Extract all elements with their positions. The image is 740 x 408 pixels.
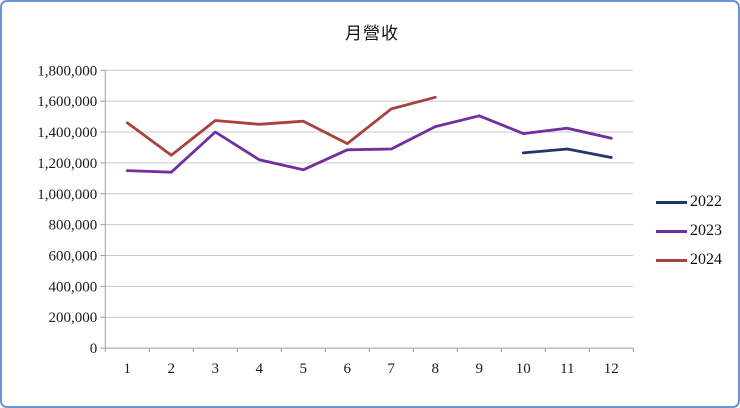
x-tick-label: 3: [212, 361, 220, 377]
y-tick-label: 400,000: [49, 279, 98, 295]
legend: 2022 2023 2024: [656, 192, 722, 279]
y-tick-label: 1,000,000: [37, 187, 97, 203]
y-tick-label: 1,400,000: [37, 125, 97, 141]
y-tick-label: 1,200,000: [37, 156, 97, 172]
legend-item-2022: 2022: [656, 192, 722, 212]
x-tick-label: 1: [124, 361, 132, 377]
x-tick-label: 6: [344, 361, 352, 377]
legend-item-2023: 2023: [656, 221, 722, 241]
legend-label-2022: 2022: [690, 193, 722, 210]
x-tick-label: 12: [604, 361, 619, 377]
x-tick-label: 7: [388, 361, 396, 377]
x-tick-label: 11: [560, 361, 574, 377]
x-tick-label: 8: [432, 361, 440, 377]
series-line-2024: [125, 95, 437, 157]
x-tick-label: 2: [168, 361, 176, 377]
y-tick-label: 200,000: [49, 310, 98, 326]
y-tick-label: 800,000: [49, 218, 98, 234]
x-tick-label: 10: [516, 361, 531, 377]
x-tick-label: 5: [300, 361, 308, 377]
legend-label-2023: 2023: [690, 222, 722, 239]
legend-item-2024: 2024: [656, 250, 722, 270]
legend-label-2024: 2024: [690, 251, 722, 268]
y-tick-label: 1,600,000: [37, 94, 97, 110]
y-tick-label: 600,000: [49, 249, 98, 265]
series-line-2023: [125, 114, 613, 174]
legend-swatch-2024: [656, 258, 687, 262]
x-tick-label: 9: [476, 361, 484, 377]
chart-title: 月營收: [345, 24, 399, 43]
x-tick-label: 4: [256, 361, 264, 377]
series-line-2022: [521, 147, 613, 159]
y-tick-label: 1,800,000: [37, 63, 97, 79]
y-tick-label: 0: [90, 341, 98, 357]
legend-swatch-2022: [656, 200, 687, 204]
legend-swatch-2023: [656, 229, 687, 233]
